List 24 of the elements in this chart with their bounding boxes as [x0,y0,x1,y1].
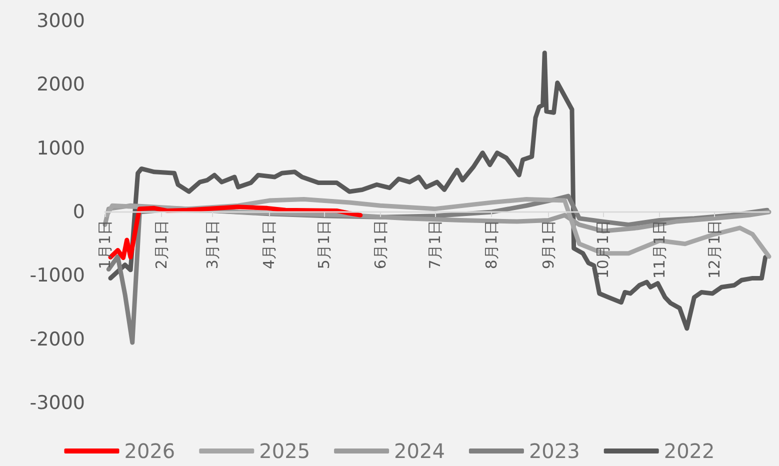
y-tick-label: 3000 [36,10,85,32]
legend-label: 2024 [394,439,445,463]
x-tick-label: 7月1日 [426,220,444,270]
x-tick-label: 2月1日 [152,220,171,270]
y-tick-label: 2000 [36,74,85,96]
x-tick-label: 9月1日 [539,220,558,270]
x-tick-label: 3月1日 [204,220,222,270]
legend-label: 2025 [259,439,310,463]
x-tick-label: 4月1日 [260,220,278,270]
y-tick-label: -1000 [30,264,85,287]
legend-label: 2023 [528,439,580,463]
y-tick-label: -2000 [30,328,85,350]
y-tick-label: 1000 [36,137,85,160]
y-tick-label: 0 [72,201,85,223]
y-tick-label: -3000 [30,392,85,414]
x-tick-label: 5月1日 [314,220,333,270]
x-tick-label: 10月1日 [594,220,612,279]
legend-label: 2026 [124,439,176,463]
legend-label: 2022 [664,439,715,463]
x-tick-label: 6月1日 [371,220,390,270]
x-tick-label: 1月1日 [96,220,114,270]
x-tick-label: 12月1日 [705,220,724,279]
x-tick-label: 8月1日 [482,220,501,270]
x-tick-label: 11月1日 [650,220,669,279]
